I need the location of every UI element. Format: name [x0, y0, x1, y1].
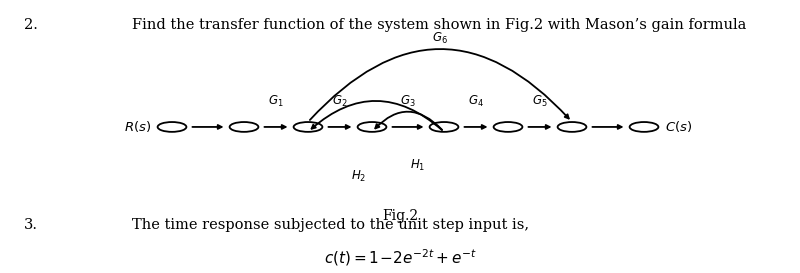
- FancyArrowPatch shape: [310, 49, 569, 120]
- Text: $H_1$: $H_1$: [410, 158, 426, 173]
- Text: 2.: 2.: [24, 18, 38, 32]
- Text: 3.: 3.: [24, 218, 38, 232]
- FancyArrowPatch shape: [375, 112, 442, 130]
- Text: $G_6$: $G_6$: [432, 31, 448, 46]
- Text: Find the transfer function of the system shown in Fig.2 with Mason’s gain formul: Find the transfer function of the system…: [132, 18, 746, 32]
- Text: $C(s)$: $C(s)$: [665, 120, 692, 134]
- Text: $G_4$: $G_4$: [468, 94, 484, 109]
- Text: The time response subjected to the unit step input is,: The time response subjected to the unit …: [132, 218, 529, 232]
- Text: $G_5$: $G_5$: [532, 94, 548, 109]
- Text: Fig.2: Fig.2: [382, 209, 418, 223]
- Text: $G_2$: $G_2$: [332, 94, 348, 109]
- FancyArrowPatch shape: [311, 101, 442, 130]
- Text: $G_3$: $G_3$: [400, 94, 416, 109]
- Text: $G_1$: $G_1$: [268, 94, 284, 109]
- Text: $H_2$: $H_2$: [350, 169, 366, 184]
- Text: $R(s)$: $R(s)$: [124, 120, 151, 134]
- Text: $c(t)=1\!-\!2e^{-2t}+e^{-t}$: $c(t)=1\!-\!2e^{-2t}+e^{-t}$: [323, 247, 477, 268]
